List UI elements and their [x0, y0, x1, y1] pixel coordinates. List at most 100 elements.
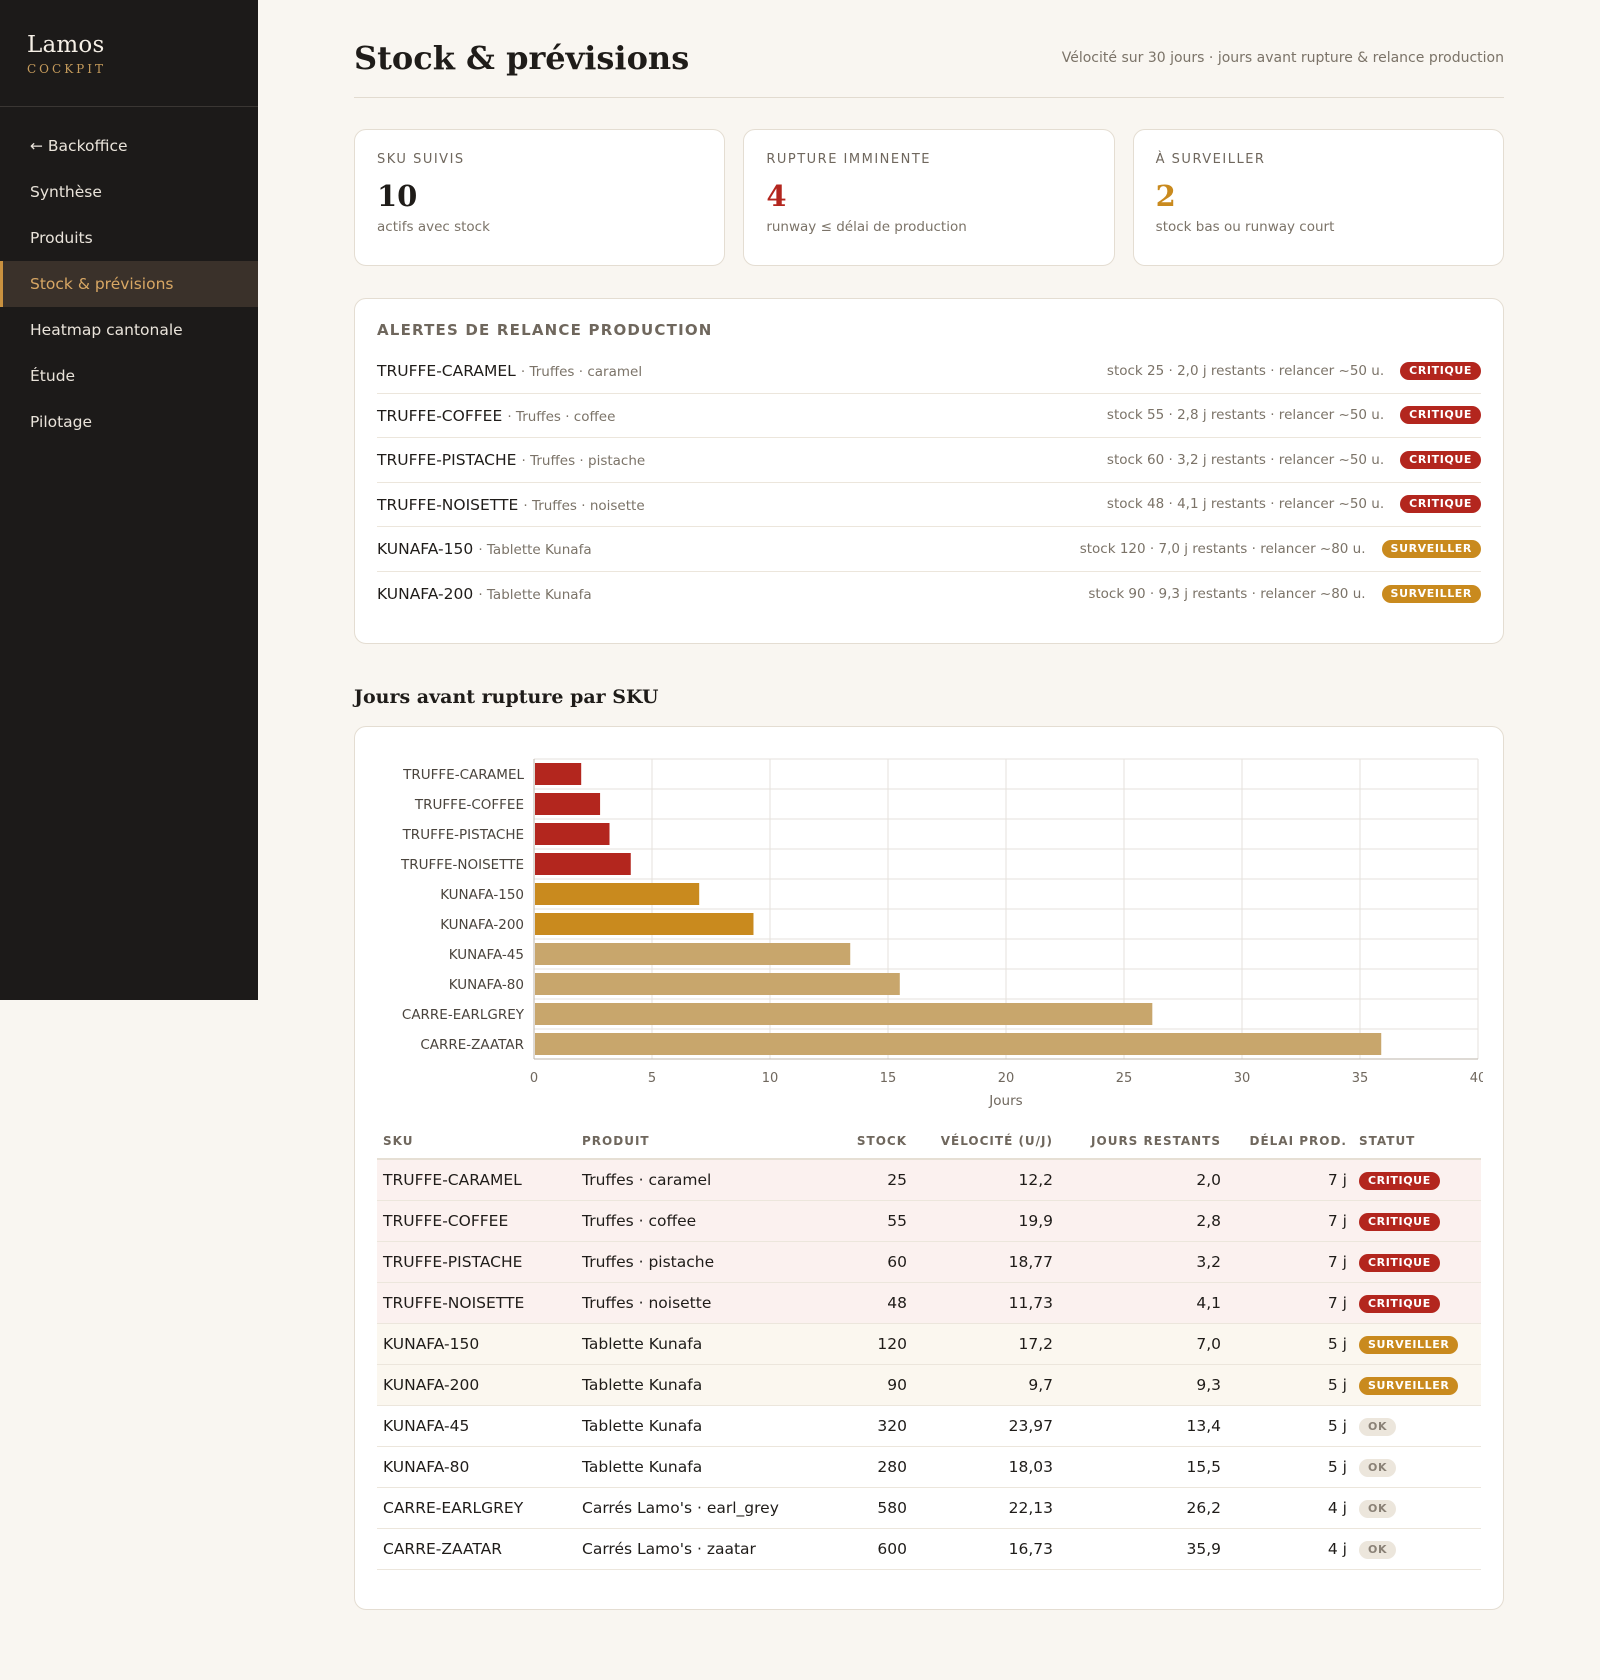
- column-header-jours-restants[interactable]: JOURS RESTANTS: [1059, 1127, 1227, 1160]
- cell-status: OK: [1353, 1405, 1481, 1447]
- table-row[interactable]: KUNAFA-150 Tablette Kunafa 120 17,2 7,0 5 j SU…: [377, 1323, 1481, 1365]
- bar-kunafa-80: [535, 973, 900, 995]
- cell-stock: 55: [833, 1200, 913, 1242]
- table-row[interactable]: CARRE-EARLGREY Carrés Lamo's · earl_grey 5…: [377, 1487, 1481, 1529]
- cell-sku: KUNAFA-200: [377, 1364, 576, 1406]
- cell-velocity: 18,03: [913, 1446, 1059, 1488]
- x-tick-label: 5: [648, 1071, 656, 1086]
- sidebar-item-heatmap-cantonale[interactable]: Heatmap cantonale: [30, 321, 183, 339]
- cell-days-remaining: 2,0: [1059, 1159, 1227, 1201]
- alert-info: stock 60 · 3,2 j restants · relancer ~50…: [1106, 451, 1385, 468]
- status-badge: SURVEILLER: [1381, 539, 1481, 558]
- column-header-statut[interactable]: STATUT: [1353, 1127, 1481, 1160]
- cell-lead-time: 7 j: [1227, 1241, 1353, 1283]
- cell-days-remaining: 2,8: [1059, 1200, 1227, 1242]
- y-tick-label: TRUFFE-CARAMEL: [402, 767, 524, 783]
- column-header-velocite-u-j[interactable]: VÉLOCITÉ (U/J): [913, 1127, 1059, 1160]
- table-row[interactable]: KUNAFA-200 Tablette Kunafa 90 9,7 9,3 5 j SURV…: [377, 1364, 1481, 1406]
- alert-right: stock 90 · 9,3 j restants · relancer ~80…: [1088, 584, 1481, 603]
- table-row[interactable]: TRUFFE-NOISETTE Truffes · noisette 48 11,73…: [377, 1282, 1481, 1324]
- alert-product: · Truffes · noisette: [523, 497, 645, 514]
- cell-status: CRITIQUE: [1353, 1200, 1481, 1242]
- table-row[interactable]: TRUFFE-CARAMEL Truffes · caramel 25 12,2 2,0…: [377, 1159, 1481, 1201]
- sidebar-item-stock-previsions[interactable]: Stock & prévisions: [0, 261, 258, 307]
- y-tick-label: KUNAFA-45: [449, 947, 524, 963]
- alert-row: TRUFFE-COFFEE · Truffes · coffee stock 55…: [377, 394, 1481, 438]
- table-body: TRUFFE-CARAMEL Truffes · caramel 25 12,2 2,0…: [377, 1159, 1481, 1570]
- cell-days-remaining: 9,3: [1059, 1364, 1227, 1406]
- cell-sku: TRUFFE-CARAMEL: [377, 1159, 576, 1201]
- cell-velocity: 23,97: [913, 1405, 1059, 1447]
- cell-sku: TRUFFE-PISTACHE: [377, 1241, 576, 1283]
- cell-product: Truffes · caramel: [576, 1159, 833, 1201]
- cell-days-remaining: 13,4: [1059, 1405, 1227, 1447]
- alert-sku: TRUFFE-NOISETTE: [377, 495, 519, 514]
- brand-name: Lamos: [27, 32, 105, 58]
- status-badge: OK: [1359, 1417, 1397, 1436]
- column-header-sku[interactable]: SKU: [377, 1127, 576, 1160]
- cell-status: OK: [1353, 1446, 1481, 1488]
- brand-subtitle: COCKPIT: [27, 62, 106, 76]
- cell-stock: 120: [833, 1323, 913, 1365]
- alert-left: KUNAFA-200 · Tablette Kunafa: [377, 584, 592, 603]
- alert-sku: KUNAFA-150: [377, 540, 474, 559]
- table-row[interactable]: TRUFFE-PISTACHE Truffes · pistache 60 18,77…: [377, 1241, 1481, 1283]
- alert-right: stock 25 · 2,0 j restants · relancer ~50…: [1107, 361, 1481, 380]
- kpi-label: SKU SUIVIS: [377, 152, 465, 167]
- cell-velocity: 9,7: [913, 1364, 1059, 1406]
- y-tick-label: TRUFFE-NOISETTE: [400, 857, 524, 873]
- kpi-card-rupture-imminente: RUPTURE IMMINENTE 4 runway ≤ délai de prod…: [743, 129, 1115, 266]
- sidebar-item-pilotage[interactable]: Pilotage: [30, 413, 93, 431]
- sidebar-item-backoffice[interactable]: ← Backoffice: [30, 137, 128, 155]
- alert-info: stock 55 · 2,8 j restants · relancer ~50…: [1106, 407, 1385, 424]
- alert-right: stock 60 · 3,2 j restants · relancer ~50…: [1106, 450, 1481, 469]
- x-tick-label: 20: [998, 1071, 1015, 1086]
- table-row[interactable]: KUNAFA-80 Tablette Kunafa 280 18,03 15,5 5 j O…: [377, 1446, 1481, 1488]
- bar-truffe-caramel: [535, 763, 582, 785]
- bar-truffe-pistache: [535, 823, 610, 845]
- cell-product: Tablette Kunafa: [576, 1446, 833, 1488]
- alert-product: · Tablette Kunafa: [478, 587, 592, 604]
- alert-left: TRUFFE-CARAMEL · Truffes · caramel: [377, 361, 642, 380]
- status-badge: SURVEILLER: [1359, 1335, 1459, 1354]
- kpi-cards: SKU SUIVIS 10 actifs avec stock RUPTURE IMM…: [354, 129, 1504, 266]
- table-header-row: SKU PRODUIT STOCK VÉLOCITÉ (U/J) JOURS RESTA…: [377, 1127, 1481, 1160]
- alert-right: stock 55 · 2,8 j restants · relancer ~50…: [1106, 406, 1481, 425]
- sidebar-item-produits[interactable]: Produits: [30, 229, 93, 247]
- cell-velocity: 22,13: [913, 1487, 1059, 1529]
- cell-status: SURVEILLER: [1353, 1364, 1481, 1406]
- status-badge: CRITIQUE: [1359, 1212, 1440, 1231]
- runway-bar-chart: 0 5 10 15 20 25 30 35 40 TRUFFE-CARAMEL TRUFFE-COF…: [400, 758, 1483, 1109]
- table-row[interactable]: TRUFFE-COFFEE Truffes · coffee 55 19,9 2,8 7 …: [377, 1200, 1481, 1242]
- status-badge: CRITIQUE: [1359, 1253, 1440, 1272]
- kpi-note: actifs avec stock: [377, 219, 490, 235]
- y-tick-label: KUNAFA-80: [449, 977, 524, 993]
- sidebar-item-synthese[interactable]: Synthèse: [30, 183, 102, 201]
- alerts-list: TRUFFE-CARAMEL · Truffes · caramel stock …: [377, 349, 1481, 616]
- cell-stock: 90: [833, 1364, 913, 1406]
- cell-lead-time: 7 j: [1227, 1159, 1353, 1201]
- table-row[interactable]: CARRE-ZAATAR Carrés Lamo's · zaatar 600 16,…: [377, 1528, 1481, 1570]
- status-badge: OK: [1359, 1540, 1397, 1559]
- column-header-delai-prod[interactable]: DÉLAI PROD.: [1227, 1127, 1353, 1160]
- column-header-stock[interactable]: STOCK: [833, 1127, 913, 1160]
- alert-left: KUNAFA-150 · Tablette Kunafa: [377, 539, 592, 558]
- cell-velocity: 19,9: [913, 1200, 1059, 1242]
- cell-velocity: 12,2: [913, 1159, 1059, 1201]
- status-badge: CRITIQUE: [1400, 361, 1481, 380]
- cell-status: CRITIQUE: [1353, 1159, 1481, 1201]
- cell-sku: TRUFFE-NOISETTE: [377, 1282, 576, 1324]
- column-header-produit[interactable]: PRODUIT: [576, 1127, 833, 1160]
- status-badge: SURVEILLER: [1381, 584, 1481, 603]
- table-row[interactable]: KUNAFA-45 Tablette Kunafa 320 23,97 13,4 5 j O…: [377, 1405, 1481, 1447]
- cell-status: OK: [1353, 1487, 1481, 1529]
- alert-product: · Truffes · caramel: [520, 364, 643, 381]
- x-tick-label: 40: [1470, 1071, 1483, 1086]
- cell-lead-time: 4 j: [1227, 1487, 1353, 1529]
- x-axis-label: Jours: [988, 1093, 1022, 1109]
- cell-product: Carrés Lamo's · earl_grey: [576, 1487, 833, 1529]
- alerts-card: ALERTES DE RELANCE PRODUCTION TRUFFE-CAR…: [354, 298, 1504, 644]
- alert-left: TRUFFE-PISTACHE · Truffes · pistache: [377, 450, 645, 469]
- bar-kunafa-200: [535, 913, 754, 935]
- sidebar-item-etude[interactable]: Étude: [30, 367, 76, 385]
